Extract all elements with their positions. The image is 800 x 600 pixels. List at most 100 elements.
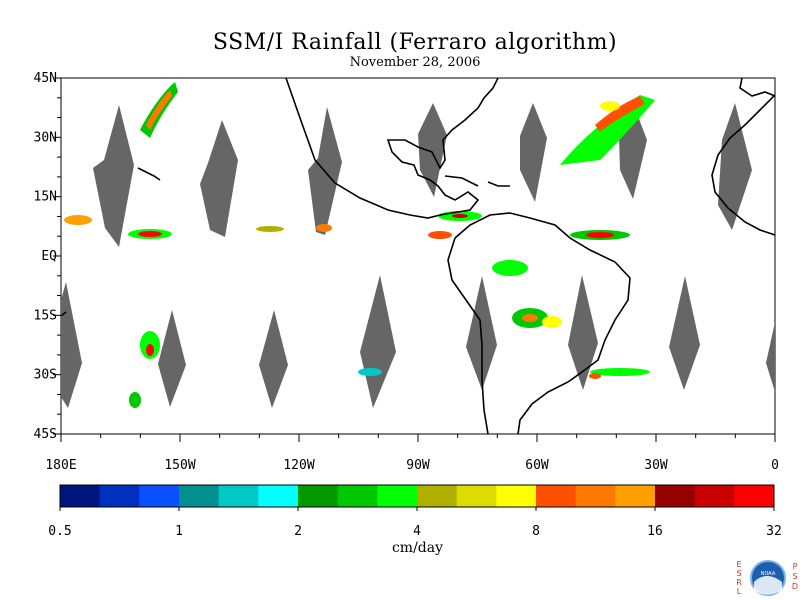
map-date: November 28, 2006 (349, 55, 481, 70)
psd-letter: P (793, 562, 798, 571)
colorbar-swatch (536, 485, 577, 507)
psd-letter: D (792, 582, 798, 591)
rain-area (595, 96, 645, 132)
psd-letters: PSD (792, 562, 798, 591)
colorbar-swatch (496, 485, 537, 507)
rain-area (64, 215, 92, 225)
swath-gap (669, 276, 700, 390)
longitude-label: 150W (164, 458, 195, 473)
latitude-label: 30N (34, 130, 57, 145)
rain-area (589, 373, 601, 379)
latitude-label: 45S (34, 427, 57, 442)
colorbar-tick-label: 2 (294, 524, 302, 539)
coastline-south-america (447, 212, 631, 434)
colorbar-tick-labels: 0.5 1 2 4 8 16 32 (48, 507, 782, 539)
longitude-label: 60W (525, 458, 549, 473)
colorbar-swatch (734, 485, 775, 507)
rain-area (492, 260, 528, 276)
island-cuba (444, 175, 479, 187)
swath-gap (418, 103, 447, 197)
colorbar-swatch (655, 485, 696, 507)
colorbar-swatch (417, 485, 458, 507)
esrl-letter: R (736, 578, 742, 587)
island-hawaii (137, 167, 161, 181)
colorbar-tick-label: 1 (175, 524, 183, 539)
longitude-axis: 180E 150W 120W 90W 60W 30W 0 (45, 458, 779, 473)
colorbar-swatch (218, 485, 259, 507)
colorbar-swatch (99, 485, 140, 507)
axis-ticks (53, 77, 776, 442)
longitude-label: 0 (771, 458, 779, 473)
latitude-label: EQ (41, 249, 57, 264)
map-title: SSM/I Rainfall (Ferraro algorithm) (212, 30, 618, 55)
rain-area (590, 368, 650, 376)
rain-area (138, 231, 162, 237)
coastlines (61, 78, 775, 434)
rain-area (600, 101, 620, 111)
colorbar-swatch (139, 485, 180, 507)
rain-area (316, 224, 332, 232)
coastline-europe (739, 78, 775, 97)
swath-gap (568, 275, 598, 390)
rain-area (146, 344, 154, 356)
rain-area (428, 231, 452, 239)
longitude-label: 30W (644, 458, 668, 473)
psd-letter: S (792, 572, 797, 581)
colorbar-swatch (694, 485, 735, 507)
colorbar (59, 484, 775, 508)
rain-area (586, 232, 614, 238)
noaa-seal-text: NOAA (761, 571, 776, 577)
coastline-africa (711, 94, 775, 236)
colorbar-swatch (337, 485, 378, 507)
colorbar-tick-label: 16 (647, 524, 663, 539)
swath-gap (259, 310, 288, 408)
swath-gap (93, 105, 134, 247)
latitude-label: 15N (34, 190, 57, 205)
colorbar-tick-label: 0.5 (48, 524, 71, 539)
esrl-letter: E (736, 560, 741, 569)
colorbar-swatch (575, 485, 616, 507)
rain-area (542, 316, 562, 328)
swath-gap (718, 103, 752, 230)
colorbar-unit-label: cm/day (391, 540, 444, 556)
esrl-letter: S (736, 569, 741, 578)
colorbar-swatch (60, 485, 101, 507)
swath-gap (61, 282, 82, 408)
island-newzealand (61, 311, 67, 317)
latitude-label: 15S (34, 308, 57, 323)
rain-area (129, 392, 141, 408)
map-content (61, 78, 775, 434)
noaa-seal-wave-icon (754, 576, 782, 595)
coastline-north-america (285, 78, 499, 219)
rain-area (560, 95, 655, 165)
rain-area (358, 368, 382, 376)
swath-gap (520, 103, 547, 202)
longitude-label: 180E (45, 458, 76, 473)
island-hispaniola (487, 181, 510, 187)
swath-gap (766, 322, 775, 392)
latitude-axis: 45N 30N 15N EQ 15S 30S 45S (34, 71, 58, 442)
latitude-label: 30S (34, 368, 57, 383)
rain-area (146, 90, 172, 130)
colorbar-tick-label: 32 (766, 524, 782, 539)
longitude-label: 90W (406, 458, 430, 473)
colorbar-tick-label: 8 (532, 524, 540, 539)
colorbar-swatch (258, 485, 299, 507)
swath-gap (158, 310, 186, 407)
rain-area (452, 214, 468, 218)
longitude-label: 120W (283, 458, 314, 473)
swath-gap (200, 120, 238, 237)
rain-area (522, 314, 538, 322)
colorbar-tick-label: 4 (413, 524, 421, 539)
colorbar-swatch (456, 485, 497, 507)
rain-area (256, 226, 284, 232)
rainfall-areas (64, 82, 655, 408)
latitude-label: 45N (34, 71, 57, 86)
colorbar-swatch (377, 485, 418, 507)
colorbar-swatch (615, 485, 656, 507)
colorbar-swatch (179, 485, 220, 507)
colorbar-swatch (298, 485, 339, 507)
